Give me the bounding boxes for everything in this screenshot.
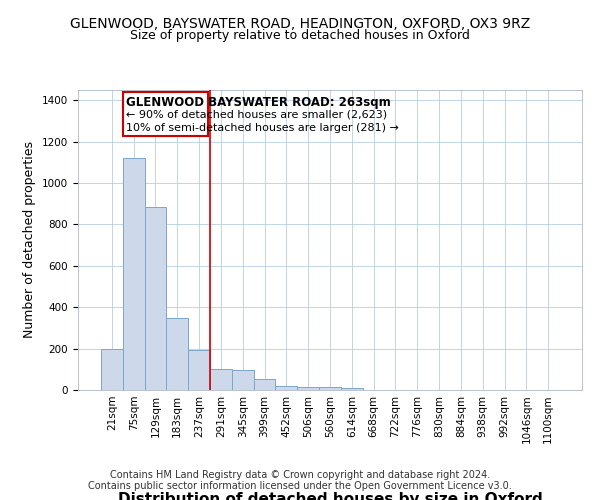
Text: Contains HM Land Registry data © Crown copyright and database right 2024.: Contains HM Land Registry data © Crown c… <box>110 470 490 480</box>
Bar <box>188 350 210 390</box>
Bar <box>123 158 145 390</box>
Bar <box>232 370 254 390</box>
Bar <box>101 348 123 390</box>
Text: ← 90% of detached houses are smaller (2,623): ← 90% of detached houses are smaller (2,… <box>126 110 387 120</box>
X-axis label: Distribution of detached houses by size in Oxford: Distribution of detached houses by size … <box>118 492 542 500</box>
Text: 10% of semi-detached houses are larger (281) →: 10% of semi-detached houses are larger (… <box>126 123 398 133</box>
Text: Contains public sector information licensed under the Open Government Licence v3: Contains public sector information licen… <box>88 481 512 491</box>
Text: GLENWOOD, BAYSWATER ROAD, HEADINGTON, OXFORD, OX3 9RZ: GLENWOOD, BAYSWATER ROAD, HEADINGTON, OX… <box>70 18 530 32</box>
Text: Size of property relative to detached houses in Oxford: Size of property relative to detached ho… <box>130 29 470 42</box>
Bar <box>123 92 208 136</box>
Bar <box>254 378 275 390</box>
Text: GLENWOOD BAYSWATER ROAD: 263sqm: GLENWOOD BAYSWATER ROAD: 263sqm <box>126 96 391 109</box>
Y-axis label: Number of detached properties: Number of detached properties <box>23 142 37 338</box>
Bar <box>210 370 232 390</box>
Bar <box>145 207 166 390</box>
Bar <box>341 388 363 390</box>
Bar <box>275 386 297 390</box>
Bar <box>319 387 341 390</box>
Bar <box>297 387 319 390</box>
Bar <box>166 318 188 390</box>
